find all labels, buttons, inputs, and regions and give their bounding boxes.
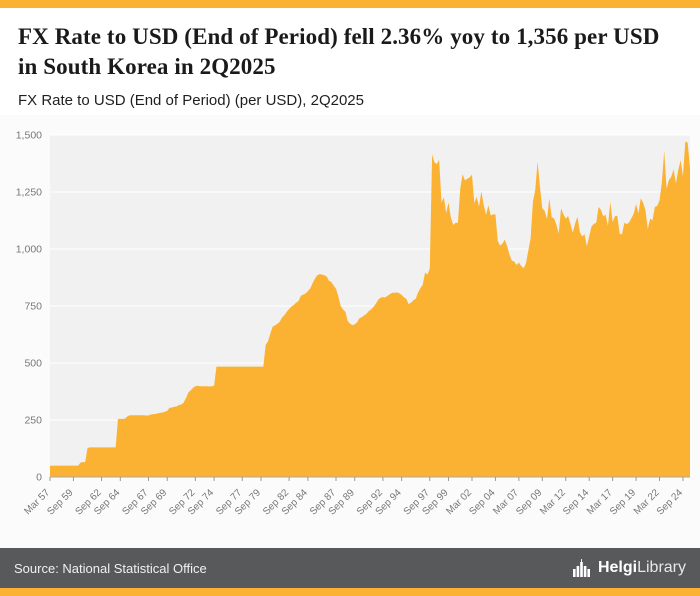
svg-text:1,000: 1,000 (16, 243, 42, 255)
svg-text:1,250: 1,250 (16, 186, 42, 198)
svg-text:Sep 09: Sep 09 (514, 487, 544, 517)
svg-text:Sep 04: Sep 04 (467, 487, 497, 517)
svg-text:0: 0 (36, 471, 42, 483)
chart-subtitle: FX Rate to USD (End of Period) (per USD)… (18, 91, 364, 109)
brand-text: HelgiLibrary (598, 559, 686, 577)
brand-name-regular: Library (637, 559, 686, 576)
svg-text:Sep 14: Sep 14 (561, 487, 591, 517)
helgilibrary-brand: HelgiLibrary (572, 559, 686, 577)
header: FX Rate to USD (End of Period) fell 2.36… (0, 8, 700, 115)
bottom-accent-strip (0, 588, 700, 596)
page-title: FX Rate to USD (End of Period) fell 2.36… (18, 24, 660, 80)
svg-text:250: 250 (24, 414, 42, 426)
svg-text:1,500: 1,500 (16, 129, 42, 141)
brand-name-bold: Helgi (597, 559, 638, 576)
helgilibrary-logo-icon (572, 559, 590, 577)
footer-bar: Source: National Statistical Office Helg… (0, 548, 700, 588)
top-accent-strip (0, 0, 700, 8)
svg-text:750: 750 (24, 300, 42, 312)
svg-text:Sep 19: Sep 19 (608, 487, 638, 517)
svg-text:Sep 59: Sep 59 (45, 487, 75, 517)
svg-text:500: 500 (24, 357, 42, 369)
chart-section: 0 250 500 750 1,000 1,250 1,500 Mar 57 Sep 59 Sep… (0, 114, 700, 548)
svg-text:Sep 24: Sep 24 (655, 487, 685, 517)
source-label: Source: National Statistical Office (14, 560, 207, 576)
